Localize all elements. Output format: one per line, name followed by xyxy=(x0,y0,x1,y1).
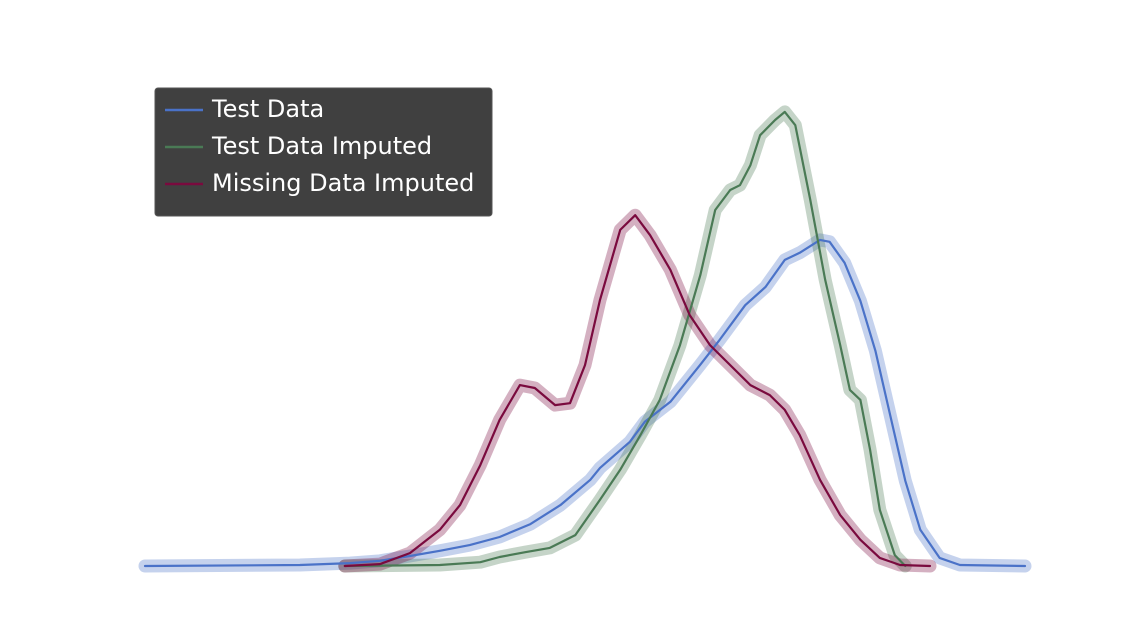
legend-label: Missing Data Imputed xyxy=(212,169,474,197)
series-line xyxy=(343,214,932,568)
legend-box xyxy=(154,87,493,217)
series-line xyxy=(143,238,1027,568)
legend: Test Data Test Data Imputed Missing Data I… xyxy=(154,87,493,217)
legend-label: Test Data xyxy=(211,95,324,123)
legend-label: Test Data Imputed xyxy=(211,132,432,160)
series-line xyxy=(343,110,907,568)
